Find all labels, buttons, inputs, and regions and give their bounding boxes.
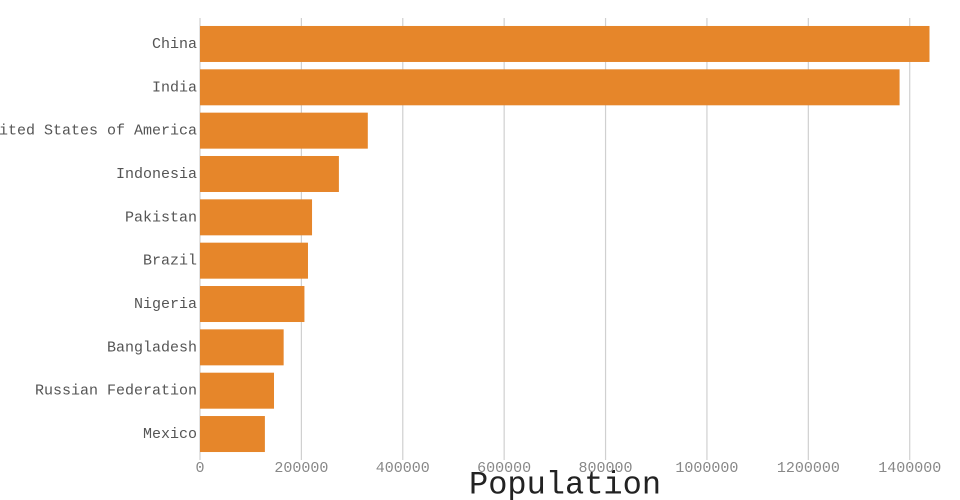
bar (200, 286, 305, 323)
x-tick-label: 400000 (376, 460, 430, 477)
x-tick-label: 1000000 (675, 460, 738, 477)
x-tick-label: 0 (195, 460, 204, 477)
x-tick-label: 1400000 (878, 460, 941, 477)
y-tick-label: Indonesia (116, 166, 197, 183)
x-tick-label: 600000 (477, 460, 531, 477)
y-tick-label: Pakistan (125, 209, 197, 226)
x-tick-label: 1200000 (777, 460, 840, 477)
y-tick-label: India (152, 79, 197, 96)
y-tick-label: United States of America (0, 123, 197, 140)
y-tick-label: Russian Federation (35, 383, 197, 400)
bar (200, 242, 308, 279)
bar (200, 372, 275, 409)
y-tick-label: Bangladesh (107, 339, 197, 356)
y-tick-label: Mexico (143, 426, 197, 443)
bar (200, 199, 313, 236)
y-tick-label: Brazil (143, 253, 197, 270)
bar (200, 69, 900, 106)
bar (200, 155, 339, 192)
x-tick-label: 200000 (274, 460, 328, 477)
bar (200, 416, 265, 453)
y-tick-label: China (152, 36, 197, 53)
x-axis-title: Population (469, 466, 661, 500)
x-tick-label: 800000 (579, 460, 633, 477)
y-tick-label: Nigeria (134, 296, 197, 313)
bar (200, 112, 368, 149)
bar (200, 329, 284, 366)
bar (200, 25, 930, 62)
